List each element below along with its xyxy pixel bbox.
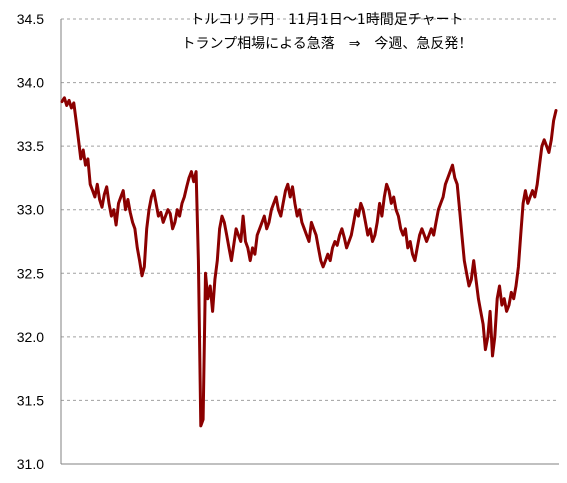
y-tick-label: 32.0 <box>17 329 44 345</box>
series-line <box>60 96 558 428</box>
y-tick-label: 34.5 <box>17 11 44 27</box>
chart-subtitle: トランプ相場による急落 ⇒ 今週、急反発！ <box>182 36 473 52</box>
y-tick-label: 31.0 <box>17 456 44 472</box>
y-tick-label: 31.5 <box>17 392 44 408</box>
y-tick-labels: 31.0 31.5 32.0 32.5 33.0 33.5 34.0 34.5 <box>17 11 44 472</box>
y-tick-label: 34.0 <box>17 75 44 91</box>
grid-lines <box>61 18 559 465</box>
y-tick-label: 32.5 <box>17 265 44 281</box>
chart-title: トルコリラ円 11月1日～1時間足チャート <box>190 12 463 28</box>
y-tick-label: 33.0 <box>17 202 44 218</box>
y-tick-label: 33.5 <box>17 138 44 154</box>
